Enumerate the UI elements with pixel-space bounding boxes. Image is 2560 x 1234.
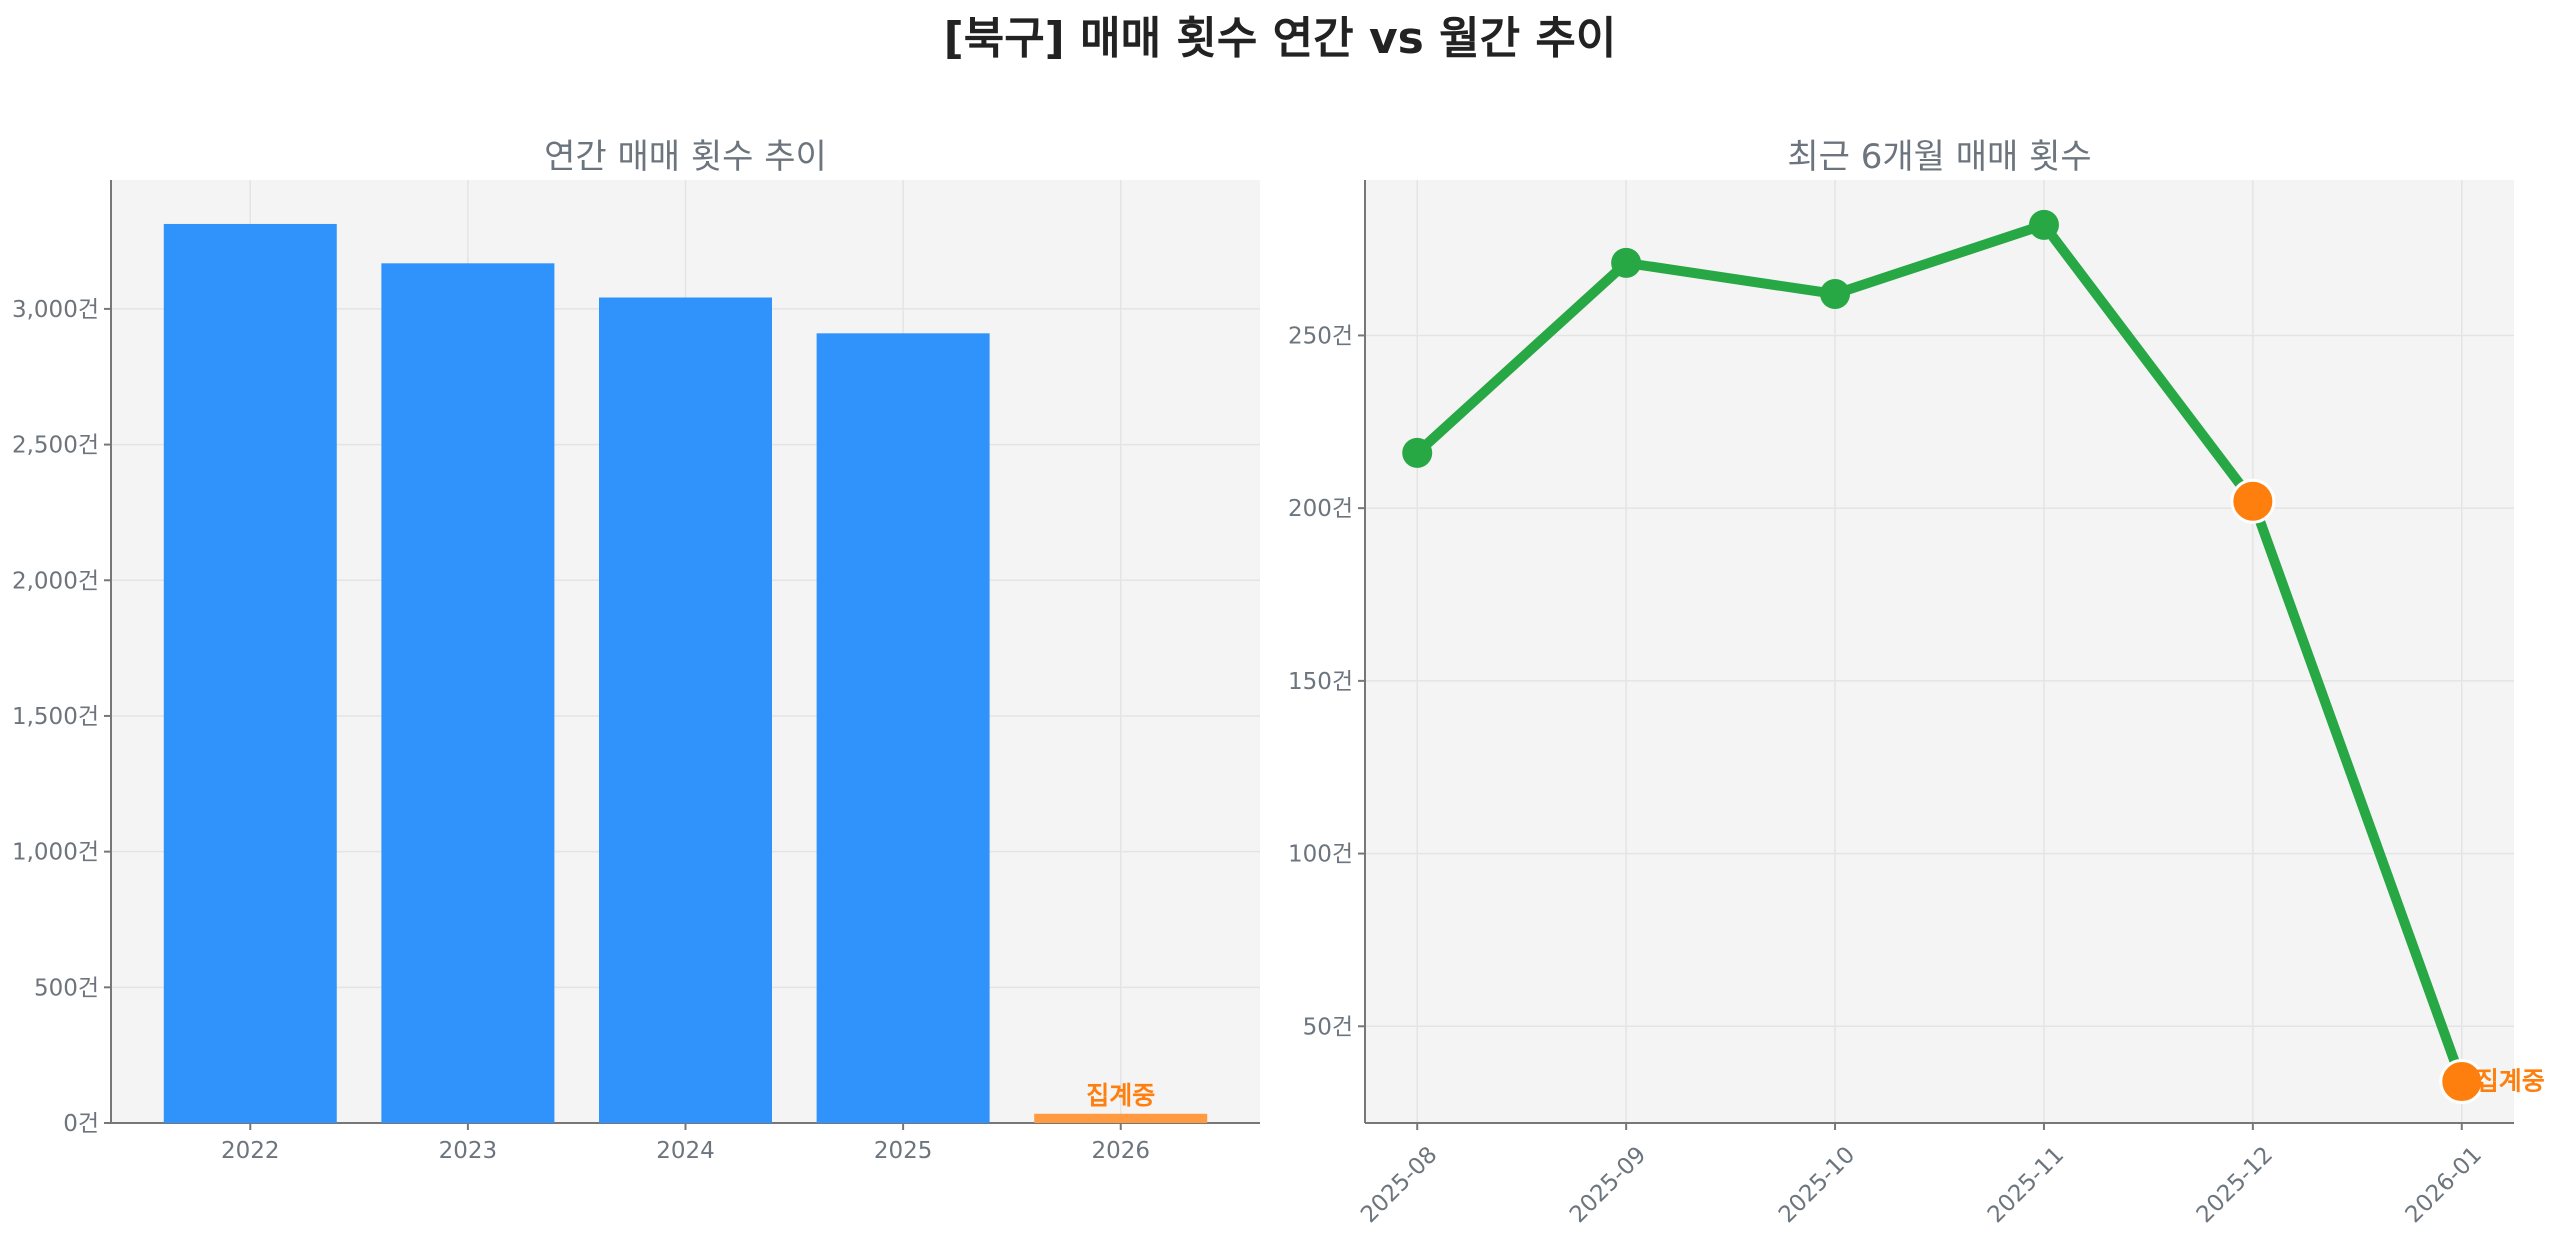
bar-2026	[1034, 1113, 1208, 1123]
y-tick-label: 500건	[34, 975, 99, 1001]
y-tick-label: 50건	[1303, 1014, 1353, 1040]
y-tick-label: 3,000건	[12, 297, 99, 323]
y-tick-label: 200건	[1288, 496, 1353, 522]
y-tick-label: 0건	[63, 1111, 99, 1137]
x-tick-label: 2025-12	[2192, 1142, 2278, 1228]
point-2026-01	[2439, 1059, 2485, 1105]
subplot-title: 최근 6개월 매매 횟수	[1787, 137, 2091, 177]
series-line	[1413, 219, 2467, 1084]
x-tick-label: 2025-11	[1983, 1142, 2069, 1228]
x-tick-label: 2026	[1091, 1138, 1150, 1164]
point-2025-09	[1611, 247, 1642, 278]
point-2025-08	[1402, 437, 1433, 468]
y-tick-label: 1,000건	[12, 840, 99, 866]
partial-annotation: 집계중	[2476, 1067, 2545, 1096]
point-2025-11	[2028, 209, 2059, 240]
x-tick-label: 2024	[656, 1138, 715, 1164]
partial-annotation: 집계중	[1086, 1081, 1155, 1110]
y-tick-label: 2,500건	[12, 433, 99, 459]
subplot-title: 연간 매매 횟수 추이	[544, 137, 827, 177]
bar-2022	[163, 223, 337, 1124]
x-tick-label: 2026-01	[2401, 1142, 2487, 1228]
y-tick-label: 100건	[1288, 842, 1353, 868]
y-tick-label: 2,000건	[12, 568, 99, 594]
x-tick-label: 2022	[221, 1138, 280, 1164]
x-tick-label: 2025-09	[1565, 1142, 1651, 1228]
x-tick-label: 2025-08	[1356, 1142, 1442, 1228]
y-tick-label: 1,500건	[12, 704, 99, 730]
x-tick-label: 2025-10	[1774, 1142, 1860, 1228]
y-tick-label: 250건	[1288, 323, 1353, 349]
y-tick-label: 150건	[1288, 669, 1353, 695]
point-2025-10	[1820, 278, 1851, 309]
x-tick-label: 2023	[439, 1138, 498, 1164]
bar-2025	[816, 333, 990, 1124]
plot-area	[1365, 180, 2514, 1123]
point-2025-12	[2230, 478, 2276, 524]
x-tick-label: 2025	[874, 1138, 933, 1164]
bar-2024	[599, 297, 772, 1124]
main-title: [북구] 매매 횟수 연간 vs 월간 추이	[943, 13, 1617, 64]
bar-2023	[381, 263, 555, 1123]
